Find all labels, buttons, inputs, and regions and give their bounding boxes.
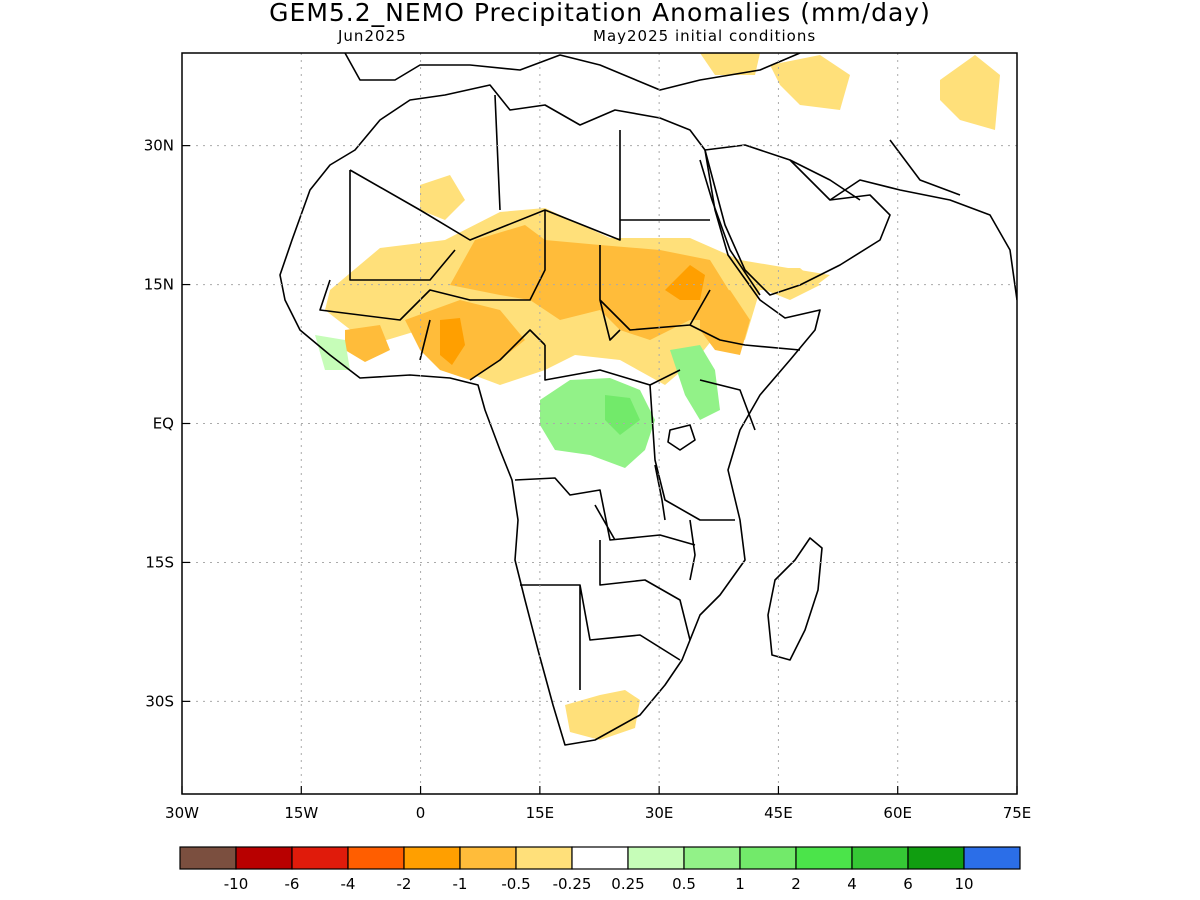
red-sea-inner <box>699 159 761 296</box>
lat-tick-label: 30S <box>145 692 174 710</box>
legend-swatch <box>963 846 1021 870</box>
anomaly-patch-westafrica <box>345 325 390 362</box>
anomaly-patch-algeria <box>420 175 465 220</box>
lon-tick-label: 45E <box>764 804 793 822</box>
legend-label: -1 <box>453 875 468 893</box>
axis-ticks: 30W 15W 0 15E 30E 45E 60E 75E 30N 15N EQ 15S 30S <box>144 137 1032 822</box>
anomaly-patch-chad <box>665 265 705 300</box>
coastlines <box>279 53 1017 746</box>
anomaly-patch-arabia <box>760 268 820 300</box>
anomaly-patch-westcoast <box>315 335 350 370</box>
map-content <box>279 53 1017 746</box>
border-central-africa <box>544 245 711 386</box>
legend-label: -10 <box>224 875 249 893</box>
plot-title: GEM5.2_NEMO Precipitation Anomalies (mm/… <box>269 0 931 27</box>
anomaly-patch-iran <box>770 55 850 110</box>
anomaly-patch-nigeria-core <box>440 318 465 365</box>
legend-label: 0.25 <box>611 875 644 893</box>
legend-label: -4 <box>341 875 356 893</box>
legend-swatch <box>459 846 517 870</box>
anomaly-patch-nigeria <box>405 300 525 380</box>
legend-swatch <box>515 846 573 870</box>
lat-tick-label: 15S <box>145 553 174 571</box>
anomaly-patch-mediterranean <box>700 53 760 75</box>
lake-tanganyika-malawi <box>654 464 696 581</box>
init-conditions-label: May2025 initial conditions <box>593 27 817 45</box>
border-southern-africa <box>514 477 696 690</box>
lon-tick-label: 60E <box>883 804 912 822</box>
legend-label: 6 <box>903 875 913 893</box>
legend-label: 4 <box>847 875 857 893</box>
legend-label: 2 <box>791 875 801 893</box>
border-west-africa <box>319 210 546 381</box>
legend-label: -0.25 <box>553 875 592 893</box>
legend-swatch <box>627 846 685 870</box>
legend-swatch <box>571 846 629 870</box>
legend-swatch <box>851 846 909 870</box>
lat-tick-label: 15N <box>144 276 174 294</box>
legend-swatch <box>235 846 293 870</box>
border-east-africa <box>649 324 801 521</box>
legend-swatch <box>179 846 237 870</box>
africa-coastline <box>279 84 821 746</box>
lake-victoria <box>667 424 696 451</box>
lat-tick-label: EQ <box>153 415 174 433</box>
asia-coastline <box>829 179 1017 301</box>
anomaly-patch-sahel-core <box>450 225 735 340</box>
color-legend: -10 -6 -4 -2 -1 -0.5 -0.25 0.25 0.5 1 2 4 6 10 <box>179 846 1021 893</box>
persian-gulf <box>789 139 961 201</box>
lon-tick-label: 75E <box>1003 804 1032 822</box>
legend-swatch <box>739 846 797 870</box>
lon-tick-label: 0 <box>416 804 426 822</box>
legend-swatch <box>347 846 405 870</box>
legend-label: -6 <box>285 875 300 893</box>
legend-label: -0.5 <box>501 875 530 893</box>
legend-swatch <box>907 846 965 870</box>
legend-swatch <box>683 846 741 870</box>
legend-label: 1 <box>735 875 745 893</box>
legend-swatch <box>291 846 349 870</box>
legend-label: -2 <box>397 875 412 893</box>
anomaly-patch-southafrica <box>565 690 640 740</box>
anomaly-patch-afghanistan <box>940 55 1000 130</box>
anomaly-patch-congo-core <box>605 395 640 435</box>
madagascar-coastline <box>767 537 823 661</box>
anomaly-shading <box>315 53 1000 740</box>
legend-label: 0.5 <box>672 875 696 893</box>
legend-swatch <box>795 846 853 870</box>
lon-tick-label: 30W <box>165 804 199 822</box>
lat-tick-label: 30N <box>144 137 174 155</box>
anomaly-patch-ethiopia <box>700 290 750 355</box>
lon-tick-label: 15W <box>284 804 318 822</box>
graticule <box>182 53 1017 794</box>
valid-month-label: Jun2025 <box>338 27 407 45</box>
lon-tick-label: 30E <box>645 804 674 822</box>
europe-coastline <box>344 53 801 91</box>
lon-tick-label: 15E <box>526 804 555 822</box>
legend-swatch <box>403 846 461 870</box>
legend-label: 10 <box>954 875 973 893</box>
anomaly-patch-eastafrica <box>670 345 720 420</box>
